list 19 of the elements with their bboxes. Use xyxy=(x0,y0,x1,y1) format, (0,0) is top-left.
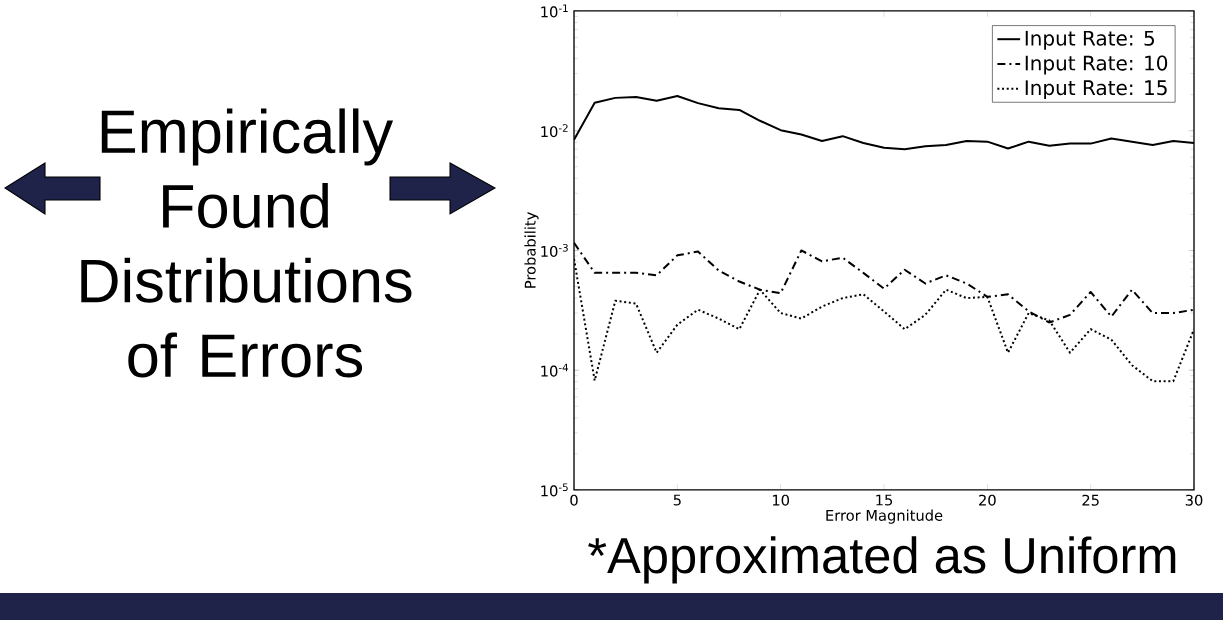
text: *Approximated as Uniform xyxy=(588,536,1176,584)
legend-label: Input Rate: 10 xyxy=(1025,55,1168,75)
x-tick-label: 30 xyxy=(1185,494,1203,506)
y-tick-label: 10$^{-1}$ xyxy=(541,4,568,18)
x-axis-title: Error Magnitude xyxy=(826,509,943,524)
text: Empirically Found Distributions of Errors xyxy=(81,108,412,378)
x-tick-label: 15 xyxy=(876,494,893,506)
y-tick-label: 10$^{-4}$ xyxy=(541,363,569,377)
y-axis-title: Probability xyxy=(524,212,539,288)
x-tick-label: 5 xyxy=(673,494,681,506)
y-tick-label: 10$^{-3}$ xyxy=(541,243,568,258)
x-tick-label: 0 xyxy=(570,494,578,506)
legend-label: Input Rate: 15 xyxy=(1025,80,1167,100)
legend-label: Input Rate: 5 xyxy=(1025,30,1154,50)
y-tick-label: 10$^{-5}$ xyxy=(541,483,568,497)
x-tick-label: 25 xyxy=(1082,494,1099,506)
y-tick-label: 10$^{-2}$ xyxy=(541,124,568,138)
x-tick-label: 20 xyxy=(979,494,996,506)
x-tick-label: 10 xyxy=(772,494,790,506)
